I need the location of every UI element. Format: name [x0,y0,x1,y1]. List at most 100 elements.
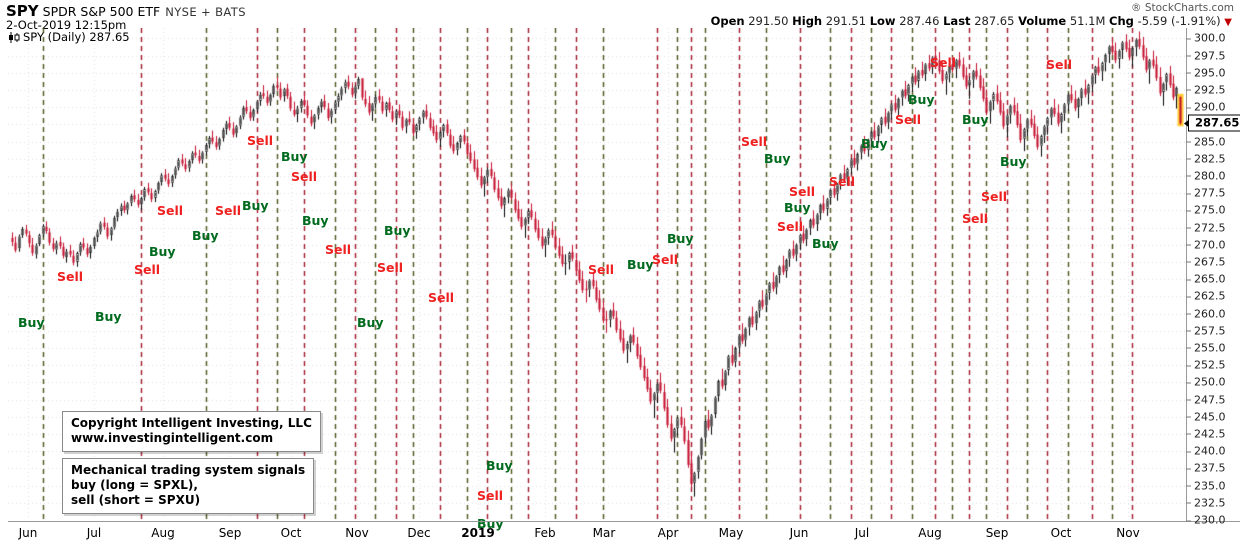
y-axis-tick: 285.0 [1186,135,1226,148]
y-axis-tick: 257.5 [1186,324,1226,337]
quote-last-label: Last [943,14,971,28]
y-tick-mark [1186,382,1191,384]
x-axis-tick: Apr [657,526,679,540]
x-axis-tick: Oct [280,526,302,540]
y-axis-tick: 297.5 [1186,49,1226,62]
y-axis-tick: 250.0 [1186,376,1226,389]
y-tick-mark [1186,72,1191,74]
x-axis-tick: Aug [151,526,175,540]
y-axis-tick: 265.0 [1186,273,1226,286]
y-tick-mark [1186,296,1191,298]
x-axis-tick: Dec [407,526,431,540]
down-arrow-icon: ▼ [1224,17,1232,28]
x-axis-tick: Aug [918,526,942,540]
y-tick-mark [1186,55,1191,57]
x-axis-tick: 2019 [461,526,495,540]
price-flag-value: 287.65 [1195,115,1240,130]
y-axis-tick: 232.5 [1186,496,1226,509]
y-tick-mark [1186,416,1191,418]
x-axis-tick: Nov [345,526,369,540]
x-axis-tick: Feb [534,526,556,540]
y-tick-mark [1186,365,1191,367]
y-axis-tick: 272.5 [1186,221,1226,234]
quote-last-value: 287.65 [974,14,1015,28]
quote-low-label: Low [869,14,896,28]
y-tick-mark [1186,330,1191,332]
candlestick-icon [9,32,20,43]
y-axis-tick: 230.0 [1186,514,1226,527]
y-tick-mark [1186,261,1191,263]
y-tick-mark [1186,279,1191,281]
y-axis-tick: 292.5 [1186,83,1226,96]
x-axis-tick: Mar [592,526,616,540]
x-axis-tick: Sep [218,526,242,540]
chart-header: SPY SPDR S&P 500 ETF NYSE + BATS 2-Oct-201… [0,0,1240,34]
y-tick-mark [1186,313,1191,315]
quote-bar: Open 291.50 High 291.51 Low 287.46 Last … [711,14,1232,28]
quote-volume-value: 51.1M [1069,14,1106,28]
y-axis-tick: 270.0 [1186,238,1226,251]
y-axis-tick: 255.0 [1186,341,1226,354]
legend-text: SPY (Daily) 287.65 [23,30,130,44]
x-axis-line [8,521,1240,522]
system-line-1: Mechanical trading system signals [71,463,306,477]
y-axis: 300.0297.5295.0292.5290.0287.5285.0282.5… [1186,28,1240,527]
x-axis-tick: Nov [1116,526,1140,540]
x-axis-tick: May [718,526,744,540]
y-axis-tick: 295.0 [1186,66,1226,79]
y-axis-tick: 245.0 [1186,410,1226,423]
y-tick-mark [1186,502,1191,504]
y-axis-tick: 252.5 [1186,359,1226,372]
quote-chg-label: Chg [1109,14,1134,28]
y-axis-tick: 237.5 [1186,462,1226,475]
symbol-title: SPY SPDR S&P 500 ETF NYSE + BATS [6,1,246,20]
system-line-3: sell (short = SPXU) [71,493,201,507]
y-axis-line [1186,28,1187,522]
y-tick-mark [1186,38,1191,40]
y-tick-mark [1186,227,1191,229]
y-tick-mark [1186,451,1191,453]
y-tick-mark [1186,468,1191,470]
symbol-description: SPDR S&P 500 ETF [42,4,161,19]
symbol-exchange: NYSE + BATS [165,5,246,19]
x-axis-tick: Jul [854,526,870,540]
y-tick-mark [1186,175,1191,177]
y-axis-tick: 277.5 [1186,187,1226,200]
quote-chg-value: -5.59 (-1.91%) [1137,14,1221,28]
y-axis-tick: 235.0 [1186,479,1226,492]
x-axis-tick: Jun [18,526,38,540]
y-axis-tick: 260.0 [1186,307,1226,320]
system-note: Mechanical trading system signals buy (l… [62,458,315,514]
system-line-2: buy (long = SPXL), [71,478,198,492]
y-axis-tick: 247.5 [1186,393,1226,406]
y-axis-tick: 282.5 [1186,152,1226,165]
stockcharts-brand: ® StockCharts.com [1131,2,1234,14]
y-axis-tick: 267.5 [1186,255,1226,268]
price-flag-nib [1184,119,1189,128]
x-axis-tick: Oct [1050,526,1072,540]
quote-volume-label: Volume [1018,14,1067,28]
quote-high-label: High [792,14,823,28]
quote-open-value: 291.50 [748,14,789,28]
y-tick-mark [1186,347,1191,349]
current-price-flag: 287.65 [1184,114,1240,132]
y-tick-mark [1186,193,1191,195]
y-tick-mark [1186,485,1191,487]
symbol-ticker: SPY [6,2,39,20]
y-axis-tick: 275.0 [1186,204,1226,217]
y-axis-tick: 290.0 [1186,101,1226,114]
y-axis-tick: 242.5 [1186,427,1226,440]
y-tick-mark [1186,520,1191,521]
x-axis-tick: Sep [985,526,1009,540]
y-tick-mark [1186,210,1191,212]
y-axis-tick: 262.5 [1186,290,1226,303]
copyright-note: Copyright Intelligent Investing, LLC www… [62,411,321,452]
y-tick-mark [1186,399,1191,401]
quote-open-label: Open [710,14,745,28]
x-axis-tick: Jun [789,526,809,540]
y-tick-mark [1186,107,1191,109]
copyright-line-2: www.investingintelligent.com [71,431,274,445]
y-tick-mark [1186,158,1191,160]
y-tick-mark [1186,244,1191,246]
